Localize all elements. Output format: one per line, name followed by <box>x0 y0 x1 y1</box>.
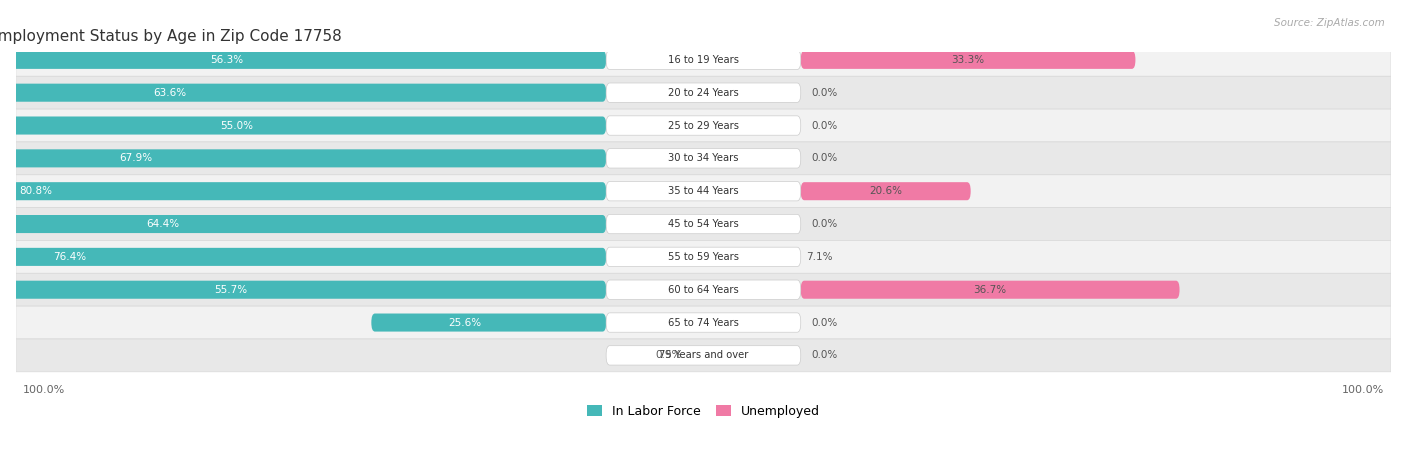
Text: 80.8%: 80.8% <box>20 186 52 196</box>
FancyBboxPatch shape <box>371 313 606 331</box>
FancyBboxPatch shape <box>0 248 606 266</box>
Text: 16 to 19 Years: 16 to 19 Years <box>668 55 740 65</box>
FancyBboxPatch shape <box>606 214 801 234</box>
Text: 33.3%: 33.3% <box>952 55 984 65</box>
Text: 25 to 29 Years: 25 to 29 Years <box>668 120 740 130</box>
FancyBboxPatch shape <box>606 280 801 299</box>
FancyBboxPatch shape <box>801 51 1136 69</box>
Text: 25.6%: 25.6% <box>449 318 482 327</box>
FancyBboxPatch shape <box>606 181 801 201</box>
FancyBboxPatch shape <box>15 142 1391 175</box>
Text: 63.6%: 63.6% <box>153 87 186 98</box>
FancyBboxPatch shape <box>606 50 801 69</box>
Text: 0.0%: 0.0% <box>811 219 838 229</box>
FancyBboxPatch shape <box>0 51 606 69</box>
FancyBboxPatch shape <box>15 339 1391 372</box>
Text: 75 Years and over: 75 Years and over <box>659 350 748 360</box>
FancyBboxPatch shape <box>0 149 606 167</box>
Text: 0.0%: 0.0% <box>811 87 838 98</box>
Text: 76.4%: 76.4% <box>53 252 86 262</box>
FancyBboxPatch shape <box>15 240 1391 273</box>
Text: 67.9%: 67.9% <box>120 153 153 163</box>
FancyBboxPatch shape <box>15 175 1391 207</box>
Text: 20.6%: 20.6% <box>869 186 903 196</box>
FancyBboxPatch shape <box>0 281 606 299</box>
FancyBboxPatch shape <box>0 116 606 134</box>
Text: 0.9%: 0.9% <box>655 350 682 360</box>
Text: 45 to 54 Years: 45 to 54 Years <box>668 219 738 229</box>
FancyBboxPatch shape <box>606 346 801 365</box>
Text: 55.0%: 55.0% <box>219 120 253 130</box>
Text: 100.0%: 100.0% <box>22 385 65 395</box>
FancyBboxPatch shape <box>0 182 606 200</box>
FancyBboxPatch shape <box>606 116 801 135</box>
FancyBboxPatch shape <box>606 83 801 102</box>
Text: 0.0%: 0.0% <box>811 153 838 163</box>
Text: 55 to 59 Years: 55 to 59 Years <box>668 252 740 262</box>
FancyBboxPatch shape <box>15 207 1391 240</box>
Text: 7.1%: 7.1% <box>806 252 832 262</box>
Text: 30 to 34 Years: 30 to 34 Years <box>668 153 738 163</box>
FancyBboxPatch shape <box>15 109 1391 142</box>
FancyBboxPatch shape <box>801 281 1180 299</box>
Legend: In Labor Force, Unemployed: In Labor Force, Unemployed <box>588 405 820 418</box>
Text: 36.7%: 36.7% <box>973 285 1007 295</box>
Text: 64.4%: 64.4% <box>146 219 180 229</box>
FancyBboxPatch shape <box>15 306 1391 339</box>
Text: 56.3%: 56.3% <box>209 55 243 65</box>
Text: 35 to 44 Years: 35 to 44 Years <box>668 186 738 196</box>
Text: 0.0%: 0.0% <box>811 318 838 327</box>
Text: 20 to 24 Years: 20 to 24 Years <box>668 87 738 98</box>
Text: 55.7%: 55.7% <box>214 285 247 295</box>
FancyBboxPatch shape <box>15 273 1391 306</box>
Text: Source: ZipAtlas.com: Source: ZipAtlas.com <box>1274 18 1385 28</box>
FancyBboxPatch shape <box>15 76 1391 109</box>
FancyBboxPatch shape <box>606 247 801 267</box>
FancyBboxPatch shape <box>15 43 1391 76</box>
Text: 0.0%: 0.0% <box>811 350 838 360</box>
Text: 0.0%: 0.0% <box>811 120 838 130</box>
FancyBboxPatch shape <box>801 182 970 200</box>
Text: 60 to 64 Years: 60 to 64 Years <box>668 285 738 295</box>
Text: 100.0%: 100.0% <box>1343 385 1385 395</box>
FancyBboxPatch shape <box>0 83 606 102</box>
FancyBboxPatch shape <box>606 149 801 168</box>
Text: Employment Status by Age in Zip Code 17758: Employment Status by Age in Zip Code 177… <box>0 28 342 44</box>
FancyBboxPatch shape <box>606 313 801 332</box>
FancyBboxPatch shape <box>0 215 606 233</box>
Text: 65 to 74 Years: 65 to 74 Years <box>668 318 740 327</box>
